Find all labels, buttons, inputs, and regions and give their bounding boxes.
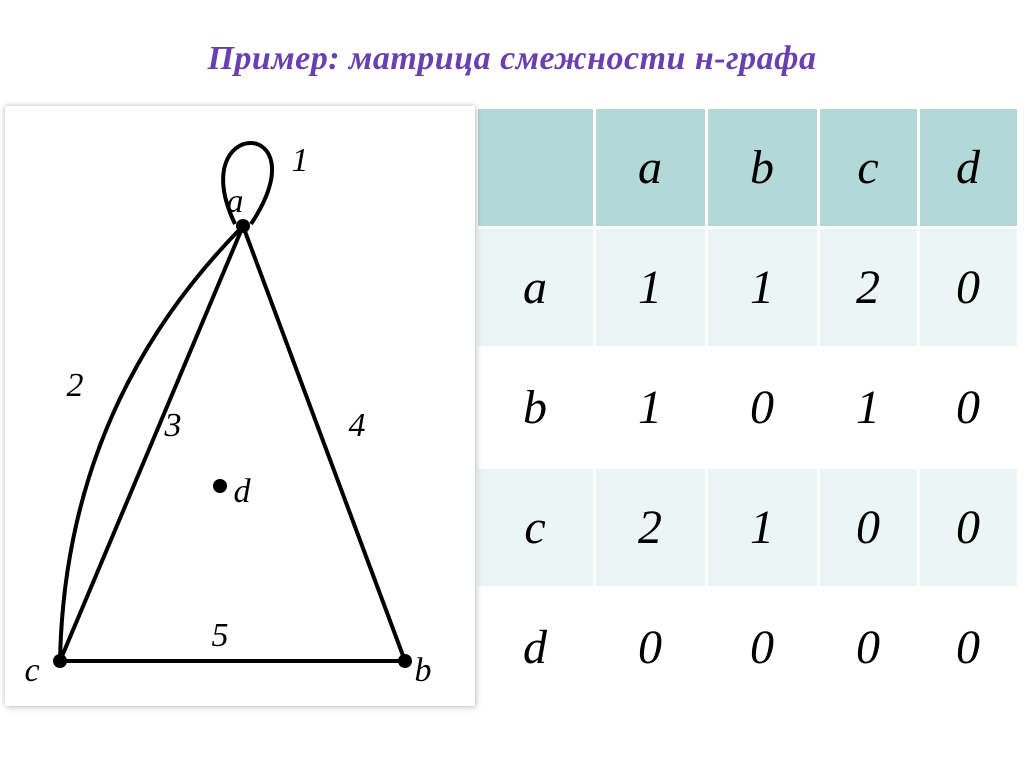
matrix-cell-b-b: 0: [706, 348, 818, 468]
matrix-cell-b-a: 1: [594, 348, 706, 468]
matrix-col-d: d: [918, 108, 1018, 228]
content-row: 12345abcd abcda1120b1010c2100d0000: [20, 106, 1004, 709]
graph-svg: 1 2 3 4 5 a b c d: [5, 106, 475, 706]
node-label-d: d: [233, 473, 251, 510]
matrix-cell-c-c: 0: [818, 468, 918, 588]
node-label-c: c: [24, 652, 39, 689]
matrix-col-a: a: [594, 108, 706, 228]
matrix-cell-b-d: 0: [918, 348, 1018, 468]
matrix-rowlabel-c: c: [476, 468, 594, 588]
page-title: Пример: матрица смежности н-графа: [20, 40, 1004, 78]
edge-label-5: 5: [211, 617, 228, 654]
matrix-cell-d-a: 0: [594, 588, 706, 708]
node-b: [398, 654, 412, 668]
matrix-cell-a-b: 1: [706, 228, 818, 348]
matrix-row-b: b1010: [476, 348, 1018, 468]
matrix-cell-d-d: 0: [918, 588, 1018, 708]
matrix-cell-d-c: 0: [818, 588, 918, 708]
graph-panel: 1 2 3 4 5 a b c d: [5, 106, 475, 706]
matrix-header-row: abcd: [476, 108, 1018, 228]
matrix-col-b: b: [706, 108, 818, 228]
matrix-cell-a-c: 2: [818, 228, 918, 348]
node-d: [213, 479, 227, 493]
matrix-rowlabel-b: b: [476, 348, 594, 468]
matrix-rowlabel-a: a: [476, 228, 594, 348]
matrix-cell-a-a: 1: [594, 228, 706, 348]
node-label-b: b: [414, 652, 431, 689]
matrix-cell-c-b: 1: [706, 468, 818, 588]
matrix-cell-b-c: 1: [818, 348, 918, 468]
edge-4: [243, 226, 405, 661]
matrix-col-c: c: [818, 108, 918, 228]
edge-label-2: 2: [66, 367, 83, 404]
matrix-cell-a-d: 0: [918, 228, 1018, 348]
matrix-cell-c-d: 0: [918, 468, 1018, 588]
edge-label-4: 4: [348, 407, 365, 444]
edge-3: [60, 226, 243, 661]
node-a: [236, 219, 250, 233]
matrix-row-c: c2100: [476, 468, 1018, 588]
node-label-a: a: [226, 183, 243, 220]
matrix-row-d: d0000: [476, 588, 1018, 708]
node-c: [53, 654, 67, 668]
edge-label-3: 3: [163, 407, 181, 444]
matrix-cell-c-a: 2: [594, 468, 706, 588]
adjacency-matrix: abcda1120b1010c2100d0000: [475, 106, 1020, 709]
matrix-rowlabel-d: d: [476, 588, 594, 708]
matrix-corner: [476, 108, 594, 228]
edge-label-1: 1: [291, 142, 308, 179]
matrix-row-a: a1120: [476, 228, 1018, 348]
matrix-cell-d-b: 0: [706, 588, 818, 708]
